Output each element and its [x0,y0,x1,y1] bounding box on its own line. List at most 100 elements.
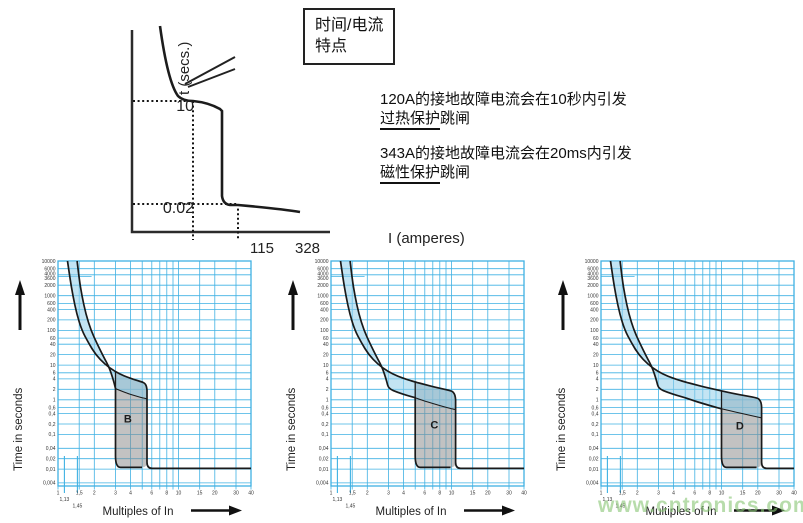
svg-text:20: 20 [323,352,329,358]
svg-text:10: 10 [719,491,725,497]
svg-text:0,01: 0,01 [589,467,599,473]
svg-text:3600: 3600 [317,276,328,282]
svg-text:8: 8 [708,491,711,497]
svg-text:0,6: 0,6 [592,405,599,411]
svg-text:6: 6 [423,491,426,497]
magnetic-note-line1: 343A的接地故障电流会在20ms内引发 [380,145,632,162]
svg-text:20: 20 [485,491,491,497]
svg-text:4000: 4000 [317,272,328,278]
trip-curve-chart-C: C 10000 6000 4000 3600 2000 1000 600 400 200 100 60… [281,253,527,521]
y-axis-title: Time in seconds [556,387,568,471]
diagram-x-axis-label: I (amperes) [388,230,465,247]
callout-box: 时间/电流 特点 [303,8,396,65]
up-arrow-head [15,280,25,295]
svg-text:4: 4 [326,377,329,383]
svg-text:2: 2 [596,387,599,393]
svg-text:15: 15 [197,491,203,497]
svg-text:1,45: 1,45 [73,504,83,510]
svg-text:0,02: 0,02 [46,457,56,463]
time-current-diagram [130,25,330,240]
svg-text:2000: 2000 [587,283,598,289]
magnetic-note-rest: 跳闸 [440,164,471,181]
up-arrow-head [558,280,568,295]
svg-text:40: 40 [248,491,254,497]
svg-text:4000: 4000 [587,272,598,278]
svg-text:0,1: 0,1 [322,432,329,438]
svg-text:2000: 2000 [44,283,55,289]
svg-text:6000: 6000 [44,267,55,273]
svg-text:8: 8 [438,491,441,497]
grid [600,260,795,493]
svg-text:0,01: 0,01 [46,467,56,473]
svg-text:200: 200 [590,318,599,324]
svg-text:1,13: 1,13 [60,497,70,503]
svg-text:3: 3 [657,491,660,497]
svg-text:30: 30 [506,491,512,497]
svg-text:0,04: 0,04 [46,446,56,452]
svg-text:0,4: 0,4 [322,411,329,417]
svg-text:60: 60 [50,336,56,342]
curve-outlines [66,260,251,470]
svg-text:200: 200 [47,318,56,324]
svg-text:1: 1 [596,398,599,404]
watermark: www.cntronics.com [598,494,803,517]
svg-text:1000: 1000 [44,294,55,300]
svg-text:10: 10 [323,363,329,369]
svg-text:0,04: 0,04 [589,446,599,452]
svg-text:30: 30 [233,491,239,497]
x-axis-title: Multiples of In [103,506,174,518]
svg-text:40: 40 [50,342,56,348]
callout-line2: 特点 [315,38,348,55]
svg-text:4: 4 [672,491,675,497]
svg-text:1,45: 1,45 [346,504,356,510]
svg-text:2: 2 [93,491,96,497]
svg-text:0,04: 0,04 [319,446,329,452]
svg-text:4000: 4000 [44,272,55,278]
svg-text:2: 2 [636,491,639,497]
svg-text:2: 2 [326,387,329,393]
svg-text:4: 4 [53,377,56,383]
svg-text:60: 60 [323,336,329,342]
svg-text:6: 6 [53,371,56,377]
svg-text:0,2: 0,2 [322,422,329,428]
svg-text:0,6: 0,6 [49,405,56,411]
svg-text:0,4: 0,4 [592,411,599,417]
svg-text:10000: 10000 [315,259,329,265]
svg-text:40: 40 [521,491,527,497]
svg-text:40: 40 [593,342,599,348]
diagram-ytick-10: 10 [176,98,194,115]
svg-text:600: 600 [320,301,329,307]
svg-text:0,1: 0,1 [49,432,56,438]
svg-text:400: 400 [320,307,329,313]
diagram-xtick-328: 328 [295,240,321,257]
curve-outlines [609,260,794,470]
x-axis-title: Multiples of In [376,506,447,518]
up-arrow-head [288,280,298,295]
svg-text:10: 10 [593,363,599,369]
trip-curve-chart-B: B 10000 6000 4000 3600 2000 1000 600 400 200 100 60… [8,253,254,521]
thermal-note-rest: 跳闸 [440,110,471,127]
svg-text:6: 6 [596,371,599,377]
svg-text:100: 100 [320,328,329,334]
x-axis-title: Multiples of In [646,506,717,518]
svg-text:1: 1 [330,491,333,497]
trip-curve [158,25,301,214]
svg-text:0,004: 0,004 [316,481,329,487]
svg-text:10000: 10000 [42,259,56,265]
svg-text:0,02: 0,02 [589,457,599,463]
trip-curve-chart-D-svg: D100006000400036002000100060040020010060… [556,259,797,518]
svg-text:200: 200 [320,318,329,324]
svg-text:2: 2 [366,491,369,497]
diagram-axes [130,30,330,234]
svg-text:6: 6 [326,371,329,377]
svg-text:400: 400 [590,307,599,313]
y-axis-title: Time in seconds [286,387,298,471]
x-tick-labels: 1 1,5 2 3 4 6 8 10 15 20 30 40 1,131,45 [57,491,254,510]
svg-text:1: 1 [57,491,60,497]
svg-text:20: 20 [593,352,599,358]
svg-text:1: 1 [600,491,603,497]
svg-text:1000: 1000 [317,294,328,300]
svg-text:1,5: 1,5 [619,491,626,497]
svg-text:8: 8 [165,491,168,497]
